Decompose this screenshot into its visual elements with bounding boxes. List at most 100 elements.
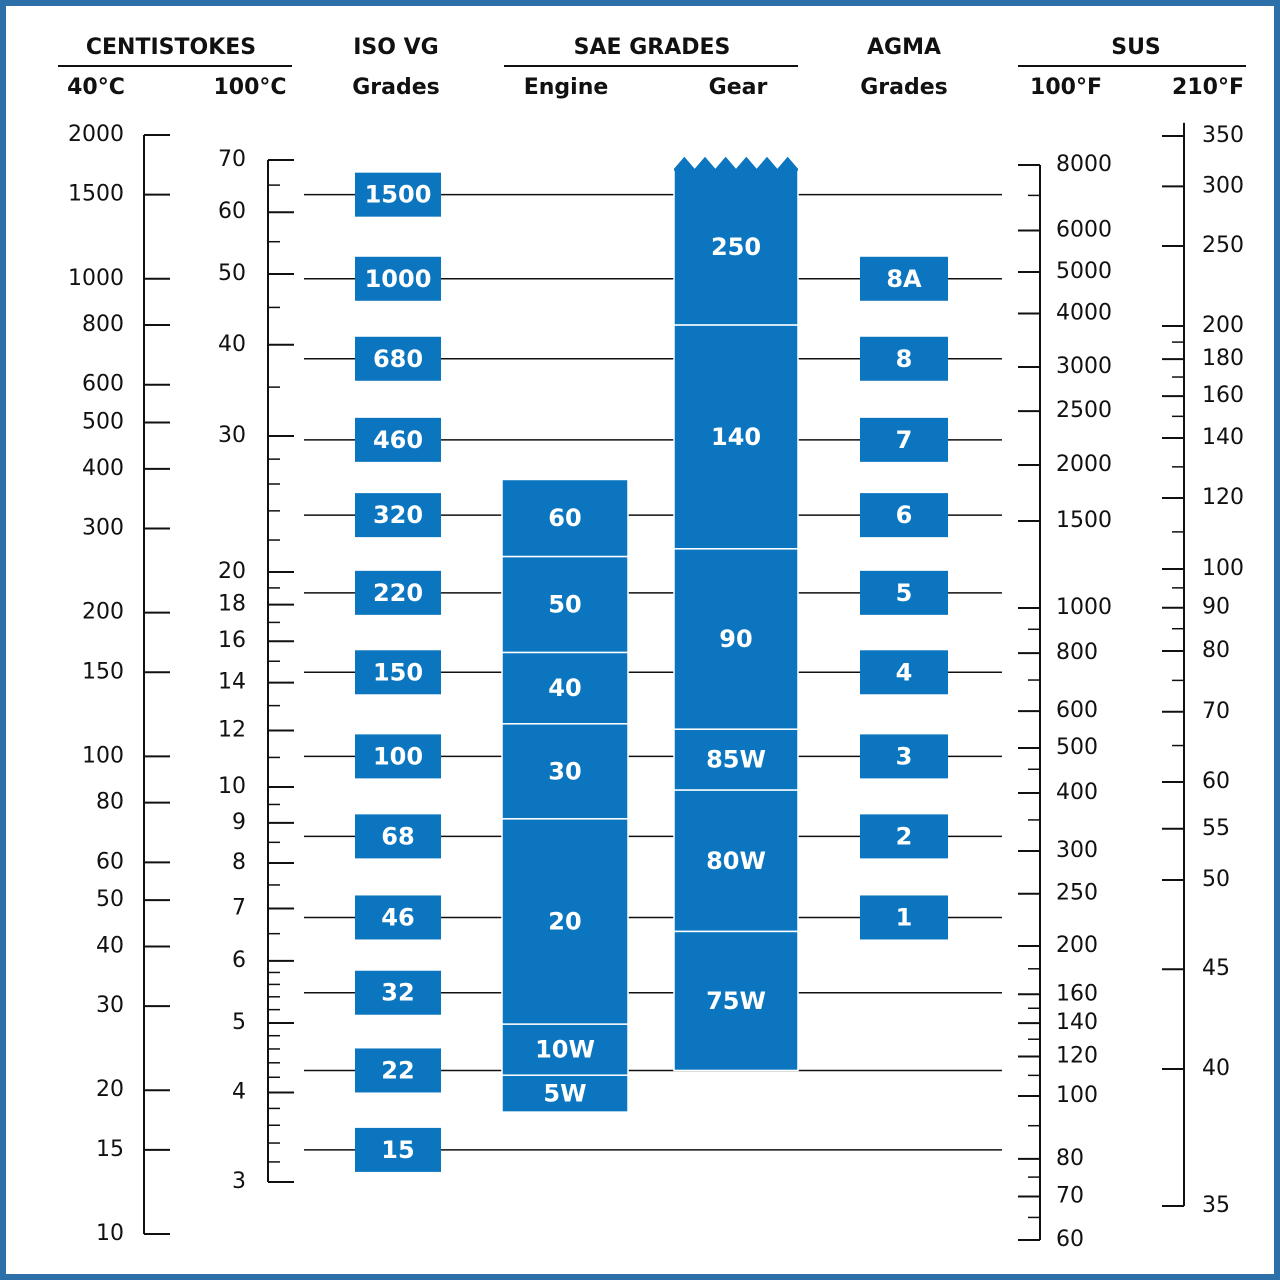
tick-label-cst-100c: 9 — [232, 810, 246, 835]
header-iso-vg: ISO VG — [353, 35, 438, 60]
sae-engine-segment — [501, 723, 629, 820]
tick-label-sus-100f: 4000 — [1056, 300, 1112, 325]
iso-grade-box — [355, 493, 441, 538]
sae-engine-label: 60 — [548, 504, 581, 532]
tick-label-cst-100c: 30 — [218, 423, 246, 448]
iso-grade-label: 22 — [381, 1056, 414, 1084]
tick-label-cst-100c: 7 — [232, 895, 246, 920]
iso-grade-label: 220 — [373, 579, 423, 607]
tick-label-sus-100f: 800 — [1056, 640, 1098, 665]
scale-axes: 2000150010008006005004003002001501008060… — [68, 122, 1244, 1252]
tick-label-cst-100c: 20 — [218, 559, 246, 584]
tick-label-sus-210f: 100 — [1202, 556, 1244, 581]
header-agma: AGMA — [867, 35, 941, 60]
tick-label-cst-40c: 2000 — [68, 122, 124, 147]
tick-label-cst-40c: 40 — [96, 933, 124, 958]
header-agma-grades: Grades — [860, 75, 948, 100]
tick-label-sus-210f: 70 — [1202, 699, 1230, 724]
tick-label-sus-100f: 60 — [1056, 1227, 1084, 1252]
sae-gear-label: 250 — [711, 233, 761, 261]
header-210f: 210°F — [1172, 75, 1244, 100]
tick-label-cst-40c: 800 — [82, 312, 124, 337]
sae-engine-segment — [501, 1074, 629, 1113]
agma-grade-box — [860, 256, 948, 301]
sae-engine-segment — [501, 818, 629, 1025]
tick-label-cst-100c: 8 — [232, 850, 246, 875]
tick-label-sus-210f: 140 — [1202, 425, 1244, 450]
tick-label-cst-100c: 70 — [218, 147, 246, 172]
iso-grade-box — [355, 336, 441, 381]
tick-label-sus-210f: 60 — [1202, 769, 1230, 794]
iso-grade-box — [355, 417, 441, 462]
sae-gear-segment — [673, 167, 799, 326]
tick-label-cst-40c: 400 — [82, 456, 124, 481]
iso-grade-box — [355, 256, 441, 301]
sae-gear-label: 75W — [706, 987, 766, 1015]
iso-grade-label: 460 — [373, 426, 423, 454]
sae-engine-label: 40 — [548, 674, 581, 702]
tick-label-cst-100c: 60 — [218, 199, 246, 224]
sae-engine-label: 30 — [548, 757, 581, 785]
agma-grade-box — [860, 493, 948, 538]
header-engine: Engine — [524, 75, 609, 100]
sae-engine-segment — [501, 651, 629, 725]
tick-label-sus-100f: 6000 — [1056, 217, 1112, 242]
tick-label-cst-40c: 150 — [82, 659, 124, 684]
sae-engine-segment — [501, 478, 629, 558]
agma-grade-label: 2 — [896, 822, 913, 850]
tick-label-sus-210f: 90 — [1202, 595, 1230, 620]
iso-grade-label: 1000 — [365, 265, 432, 293]
iso-grade-box — [355, 734, 441, 779]
sae-engine-segment — [501, 1023, 629, 1076]
tick-label-cst-40c: 1000 — [68, 266, 124, 291]
tick-label-sus-100f: 3000 — [1056, 354, 1112, 379]
sae-gear-label: 80W — [706, 847, 766, 875]
agma-grade-box — [860, 417, 948, 462]
tick-label-cst-100c: 4 — [232, 1079, 246, 1104]
tick-label-sus-100f: 300 — [1056, 838, 1098, 863]
header-100c: 100°C — [213, 75, 286, 100]
tick-label-sus-100f: 5000 — [1056, 259, 1112, 284]
chart-headers: CENTISTOKES 40°C 100°C ISO VG Grades SAE… — [58, 35, 1246, 100]
header-100f: 100°F — [1030, 75, 1102, 100]
tick-label-cst-100c: 16 — [218, 628, 246, 653]
tick-label-cst-40c: 30 — [96, 993, 124, 1018]
tick-label-sus-100f: 400 — [1056, 780, 1098, 805]
tick-label-cst-40c: 1500 — [68, 182, 124, 207]
agma-grade-box — [860, 895, 948, 940]
tick-label-cst-40c: 300 — [82, 516, 124, 541]
tick-label-sus-100f: 600 — [1056, 698, 1098, 723]
agma-grade-label: 5 — [896, 579, 913, 607]
tick-label-cst-40c: 500 — [82, 410, 124, 435]
sae-engine-label: 10W — [535, 1036, 595, 1064]
iso-grade-box — [355, 814, 441, 859]
tick-label-cst-100c: 40 — [218, 332, 246, 357]
iso-grade-label: 15 — [381, 1136, 414, 1164]
header-iso-grades: Grades — [352, 75, 440, 100]
agma-grade-label: 1 — [896, 903, 913, 931]
tick-label-cst-100c: 14 — [218, 670, 246, 695]
sae-gear-label: 85W — [706, 746, 766, 774]
iso-grade-box — [355, 970, 441, 1015]
tick-label-sus-210f: 300 — [1202, 173, 1244, 198]
iso-grade-label: 680 — [373, 345, 423, 373]
iso-grade-box — [355, 650, 441, 695]
tick-label-cst-40c: 10 — [96, 1221, 124, 1246]
tick-label-sus-210f: 120 — [1202, 485, 1244, 510]
agma-grade-label: 8 — [896, 345, 913, 373]
tick-label-sus-100f: 160 — [1056, 981, 1098, 1006]
header-sae-grades: SAE GRADES — [574, 35, 731, 60]
sae-gear-open-top — [674, 156, 798, 171]
tick-label-sus-210f: 35 — [1202, 1193, 1230, 1218]
tick-label-sus-210f: 50 — [1202, 867, 1230, 892]
tick-label-cst-40c: 100 — [82, 743, 124, 768]
tick-label-sus-100f: 500 — [1056, 735, 1098, 760]
tick-label-sus-210f: 160 — [1202, 383, 1244, 408]
tick-label-cst-40c: 50 — [96, 887, 124, 912]
tick-label-cst-100c: 18 — [218, 592, 246, 617]
sae-engine-label: 50 — [548, 591, 581, 619]
tick-label-cst-40c: 600 — [82, 372, 124, 397]
iso-grade-label: 1500 — [365, 181, 432, 209]
tick-label-sus-210f: 250 — [1202, 233, 1244, 258]
